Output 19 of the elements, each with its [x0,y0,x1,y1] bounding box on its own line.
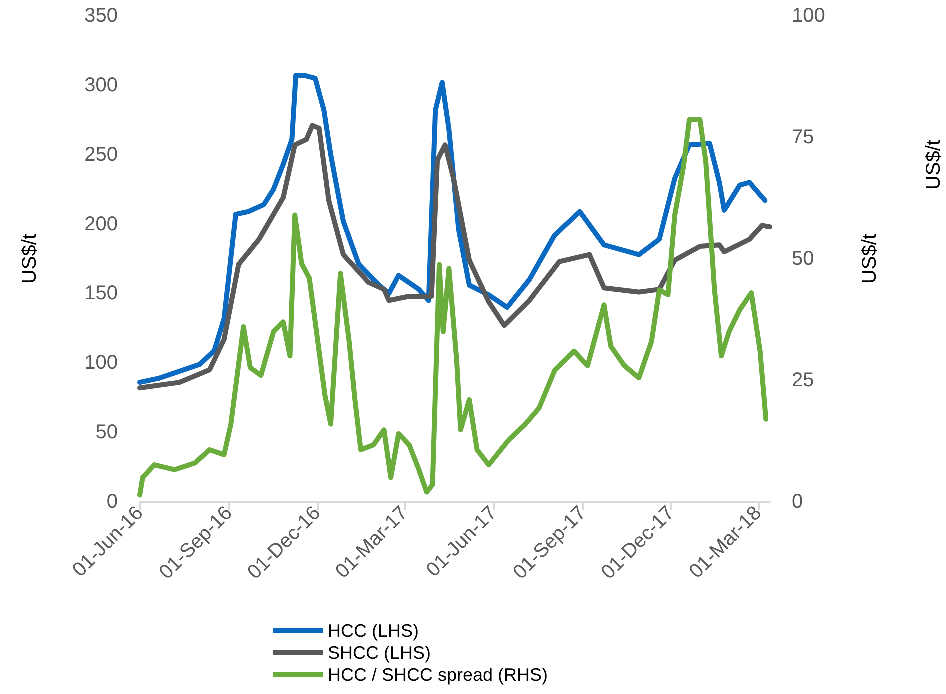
y-axis-title: US$/t [19,234,41,284]
y-tick-label: 300 [84,74,118,96]
legend-label: SHCC (LHS) [328,643,432,663]
y2-tick-label: 75 [792,126,814,148]
y-tick-label: 200 [84,213,118,236]
y2-tick-label: 50 [792,248,814,270]
text: US$/t [923,140,945,190]
y2-tick-label: 100 [792,5,826,27]
y-tick-label: 100 [84,352,118,374]
legend-label: HCC / SHCC spread (RHS) [328,665,548,685]
y2-tick-label: 0 [792,491,804,513]
y-tick-label: 0 [106,491,118,513]
y-tick-label: 50 [96,422,118,444]
y-tick-label: 150 [84,282,118,305]
y-tick-label: 350 [84,5,118,27]
legend-label: HCC (LHS) [328,621,420,641]
y2-tick-label: 25 [792,370,814,392]
y2-axis-title: US$/t [859,234,881,284]
y-tick-label: 250 [84,144,118,166]
